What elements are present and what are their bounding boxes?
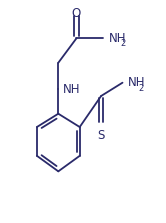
Text: 2: 2 bbox=[120, 39, 125, 48]
Text: 2: 2 bbox=[138, 84, 143, 93]
Text: O: O bbox=[72, 8, 81, 21]
Text: NH: NH bbox=[127, 76, 145, 89]
Text: NH: NH bbox=[63, 83, 81, 96]
Text: NH: NH bbox=[109, 32, 127, 45]
Text: S: S bbox=[97, 129, 105, 142]
